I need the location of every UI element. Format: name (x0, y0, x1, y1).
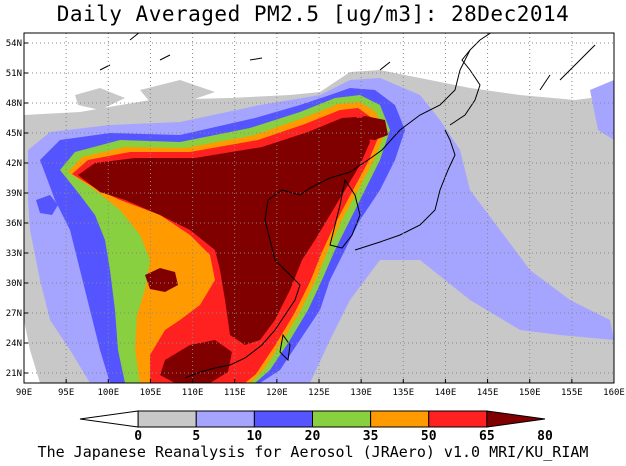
y-tick-label: 45N (6, 129, 22, 139)
x-tick-label: 145E (477, 388, 499, 398)
x-tick-label: 155E (561, 388, 583, 398)
band-20-35-west (36, 195, 58, 215)
y-tick-label: 51N (6, 69, 22, 79)
y-tick-label: 33N (6, 249, 22, 259)
footer-credit: The Japanese Reanalysis for Aerosol (JRA… (37, 443, 589, 461)
x-tick-label: 160E (603, 388, 625, 398)
colorbar-label: 65 (479, 429, 495, 444)
x-tick-label: 100E (97, 388, 119, 398)
x-axis-ticks: 90E 95E 100E 105E 110E 115E 120E 125E 130E 135E 14… (16, 379, 625, 398)
y-tick-label: 30N (6, 279, 22, 289)
x-tick-label: 115E (224, 388, 246, 398)
colorbar-swatch (486, 410, 546, 428)
colorbar-label: 50 (421, 429, 437, 444)
band-5-10-north2 (140, 80, 215, 104)
band-10-20-east (590, 80, 614, 140)
y-tick-label: 48N (6, 99, 22, 109)
colorbar-swatch (312, 410, 372, 428)
colorbar-swatch (79, 410, 139, 428)
concentration-field (24, 33, 614, 383)
band-5-10-north (75, 88, 125, 110)
colorbar-label: 80 (537, 429, 553, 444)
colorbar-label: 0 (134, 429, 142, 444)
y-tick-label: 27N (6, 309, 22, 319)
colorbar-swatch (195, 410, 255, 428)
band-over-80-south (160, 340, 232, 383)
band-over-80 (78, 117, 370, 345)
colorbar-swatch (428, 410, 488, 428)
x-tick-label: 120E (266, 388, 288, 398)
x-tick-label: 95E (58, 388, 74, 398)
colorbar-label: 10 (247, 429, 263, 444)
colorbar-swatch (253, 410, 313, 428)
x-tick-label: 110E (182, 388, 204, 398)
colorbar-label: 20 (305, 429, 321, 444)
x-tick-label: 105E (140, 388, 162, 398)
colorbar: 0 5 10 20 35 50 65 80 (79, 410, 553, 444)
y-tick-label: 21N (6, 369, 22, 379)
y-tick-label: 54N (6, 39, 22, 49)
y-tick-label: 42N (6, 159, 22, 169)
x-tick-label: 140E (435, 388, 457, 398)
y-tick-label: 39N (6, 189, 22, 199)
x-tick-label: 130E (350, 388, 372, 398)
colorbar-label: 35 (363, 429, 379, 444)
map-title: Daily Averaged PM2.5 [ug/m3]: 28Dec2014 (56, 2, 570, 26)
band-over-80-ne (345, 116, 388, 140)
y-axis-ticks: 21N 24N 27N 30N 33N 36N 39N 42N 45N 48N 51N 54N (6, 39, 28, 379)
x-tick-label: 125E (308, 388, 330, 398)
x-tick-label: 135E (392, 388, 414, 398)
x-tick-label: 150E (519, 388, 541, 398)
y-tick-label: 24N (6, 339, 22, 349)
x-tick-label: 90E (16, 388, 32, 398)
colorbar-swatch (370, 410, 430, 428)
band-over-80-west (145, 268, 178, 292)
coastlines (99, 33, 596, 379)
y-tick-label: 36N (6, 219, 22, 229)
colorbar-label: 5 (192, 429, 200, 444)
colorbar-swatch (137, 410, 197, 428)
